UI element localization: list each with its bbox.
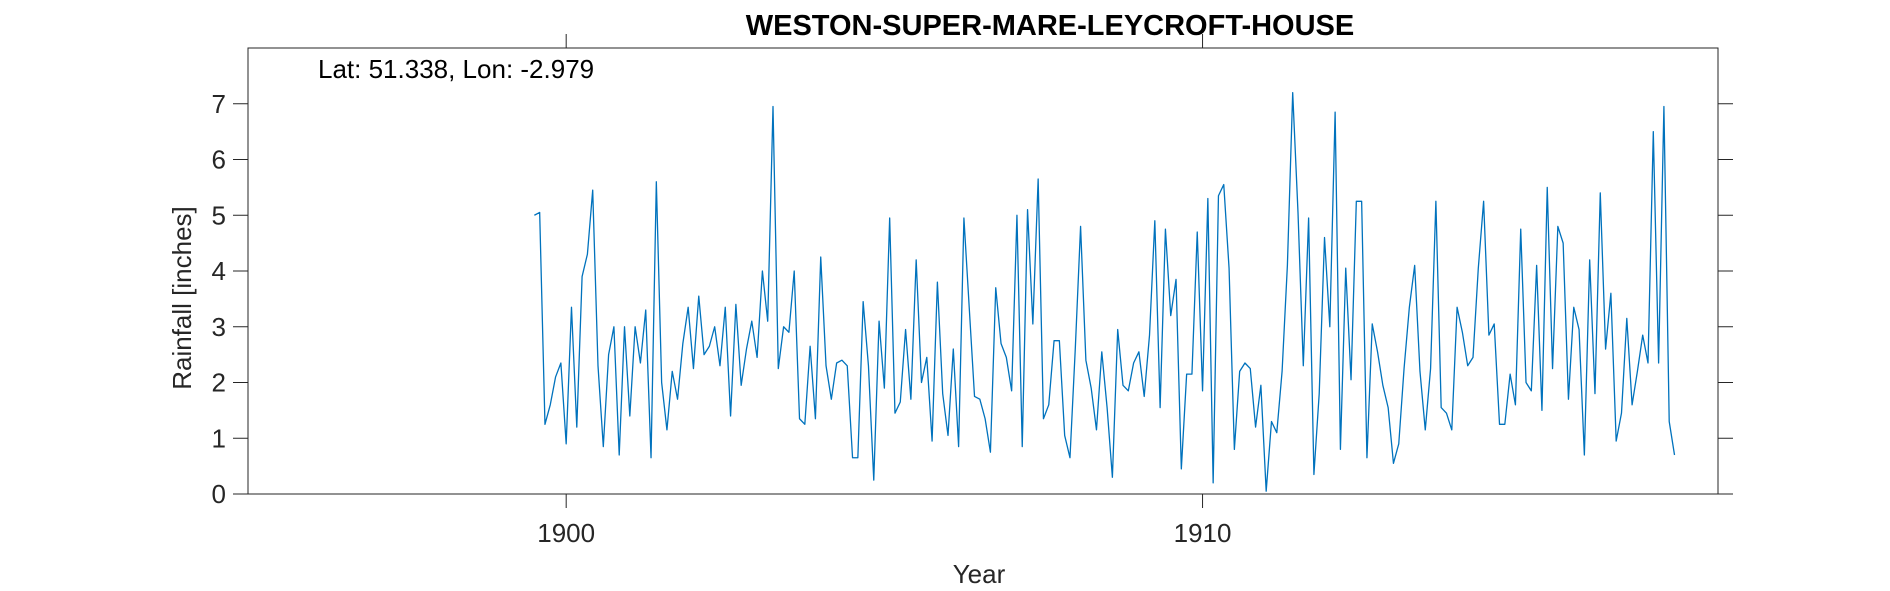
y-tick-label: 4	[212, 256, 226, 286]
plot-box	[247, 47, 1719, 495]
y-axis-label: Rainfall [inches]	[167, 206, 197, 390]
y-tick-label: 7	[212, 89, 226, 119]
x-axis-label: Year	[953, 559, 1006, 589]
rainfall-series-line	[534, 91, 1676, 492]
y-tick-label: 5	[212, 200, 226, 230]
x-tick-label: 1900	[537, 518, 595, 548]
y-tick-label: 0	[212, 479, 226, 509]
chart-title: WESTON-SUPER-MARE-LEYCROFT-HOUSE	[746, 10, 1354, 42]
y-tick-label: 3	[212, 312, 226, 342]
location-annotation: Lat: 51.338, Lon: -2.979	[318, 54, 594, 84]
y-tick-label: 6	[212, 145, 226, 175]
y-tick-label: 2	[212, 368, 226, 398]
y-tick-label: 1	[212, 423, 226, 453]
x-tick-label: 1910	[1174, 518, 1232, 548]
axes: 0 1 2 3 4 5 6 7 1900 1910	[212, 34, 1733, 548]
